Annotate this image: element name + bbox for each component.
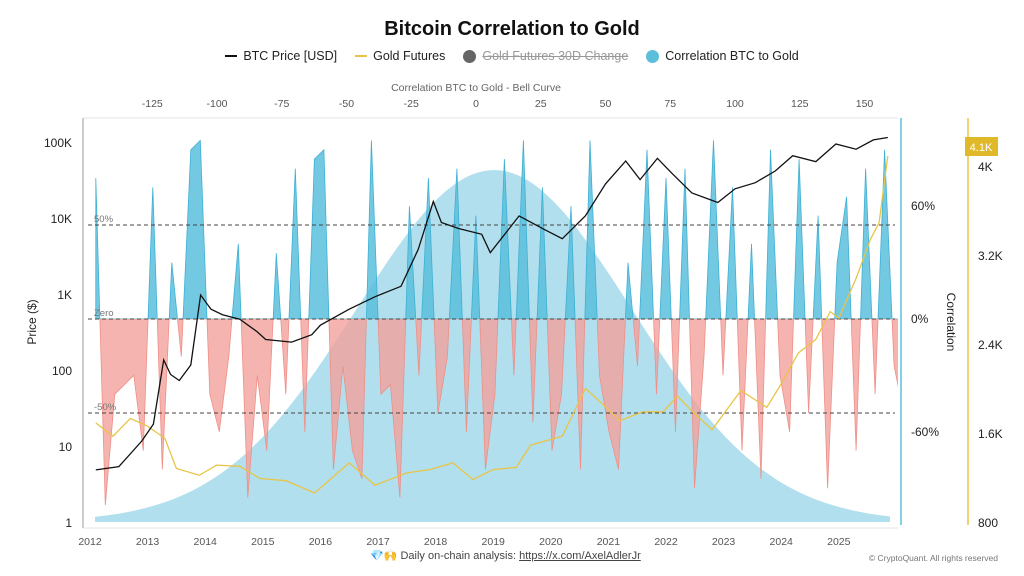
top-tick-label: -25 <box>404 98 419 110</box>
y-corr-tick-label: -60% <box>911 425 939 439</box>
x-tick-label: 2019 <box>482 536 506 548</box>
legend-label-gold: Gold Futures <box>373 49 446 63</box>
top-axis-label: Correlation BTC to Gold - Bell Curve <box>391 82 561 94</box>
copyright: © CryptoQuant. All rights reserved <box>868 553 998 563</box>
x-tick-label: 2024 <box>770 536 794 548</box>
legend-item-gold-30d[interactable]: Gold Futures 30D Change <box>463 49 628 63</box>
legend-label-btc: BTC Price [USD] <box>243 49 338 63</box>
footer: 💎🙌 Daily on-chain analysis: https://x.co… <box>370 549 641 562</box>
x-tick-label: 2015 <box>251 536 275 548</box>
diamond-hands-icon: 💎🙌 <box>370 550 398 562</box>
reference-line-label: Zero <box>94 308 114 319</box>
y-left-tick-label: 100 <box>52 364 72 378</box>
x-tick-label: 2017 <box>366 536 390 548</box>
x-tick-label: 2022 <box>654 536 678 548</box>
y-corr-label: Correlation <box>944 293 958 352</box>
y-gold-tick-label: 4K <box>978 160 993 174</box>
top-tick-label: 0 <box>473 98 479 110</box>
top-tick-label: 125 <box>791 98 809 110</box>
top-tick-label: 25 <box>535 98 547 110</box>
gold-futures-line <box>95 155 889 494</box>
y-gold-tick-label: 3.2K <box>978 249 1003 263</box>
correlation-positive-area <box>95 139 898 319</box>
gold-current-badge-text: 4.1K <box>970 142 993 154</box>
y-gold-tick-label: 2.4K <box>978 338 1003 352</box>
legend-item-gold[interactable]: Gold Futures <box>355 49 445 63</box>
x-tick-label: 2020 <box>539 536 563 548</box>
top-tick-label: 75 <box>664 98 676 110</box>
legend-swatch-btc <box>225 55 238 57</box>
x-tick-label: 2012 <box>78 536 102 548</box>
y-gold-tick-label: 800 <box>978 516 998 530</box>
gold-current-badge <box>965 137 998 156</box>
top-tick-label: -75 <box>274 98 289 110</box>
y-left-label: Price ($) <box>25 299 39 344</box>
y-corr-tick-label: 60% <box>911 199 935 213</box>
x-tick-label: 2021 <box>597 536 621 548</box>
y-left-tick-label: 100K <box>44 136 72 150</box>
top-tick-label: 50 <box>600 98 612 110</box>
top-tick-label: -125 <box>142 98 163 110</box>
btc-price-line <box>95 136 888 471</box>
y-corr-tick-label: 0% <box>911 312 929 326</box>
y-gold-tick-label: 1.6K <box>978 427 1003 441</box>
legend-label-correlation: Correlation BTC to Gold <box>665 49 799 63</box>
x-tick-label: 2023 <box>712 536 736 548</box>
x-tick-label: 2016 <box>309 536 333 548</box>
y-left-tick-label: 1 <box>65 516 72 530</box>
footer-text: Daily on-chain analysis: <box>400 550 520 562</box>
top-tick-label: -50 <box>339 98 354 110</box>
legend-swatch-correlation <box>646 49 660 63</box>
x-tick-label: 2025 <box>827 536 851 548</box>
top-tick-label: 100 <box>726 98 744 110</box>
legend-item-btc[interactable]: BTC Price [USD] <box>225 49 337 63</box>
legend-swatch-gold <box>355 55 368 57</box>
x-tick-label: 2013 <box>136 536 160 548</box>
top-tick-label: 150 <box>856 98 874 110</box>
y-left-tick-label: 1K <box>57 288 72 302</box>
y-left-tick-label: 10K <box>51 212 72 226</box>
reference-line-label: 50% <box>94 214 114 225</box>
footer-link[interactable]: https://x.com/AxelAdlerJr <box>519 550 641 562</box>
top-tick-label: -100 <box>206 98 227 110</box>
x-tick-label: 2014 <box>194 536 218 548</box>
chart-title: Bitcoin Correlation to Gold <box>384 18 640 40</box>
reference-line-label: -50% <box>94 402 117 413</box>
legend: BTC Price [USD] Gold Futures Gold Future… <box>0 49 1024 63</box>
y-left-tick-label: 10 <box>59 440 73 454</box>
legend-item-correlation[interactable]: Correlation BTC to Gold <box>646 49 799 63</box>
correlation-negative-area <box>95 319 898 506</box>
x-tick-label: 2018 <box>424 536 448 548</box>
legend-swatch-gold-30d <box>463 49 477 63</box>
legend-label-gold-30d: Gold Futures 30D Change <box>482 49 629 63</box>
